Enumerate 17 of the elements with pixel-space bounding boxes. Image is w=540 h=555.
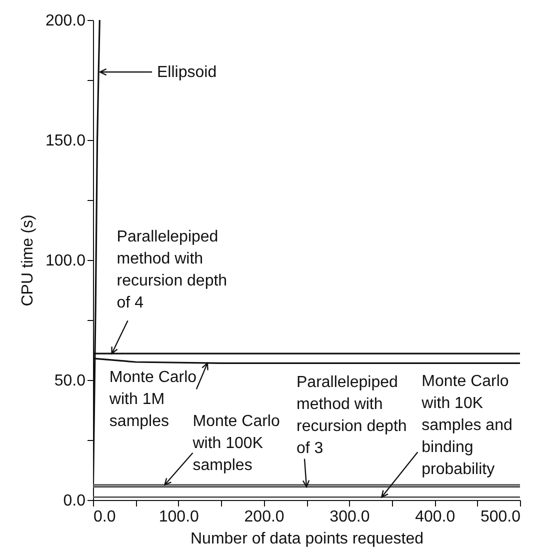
x-tick-label: 100.0	[158, 508, 200, 526]
y-tick-label: 0.0	[63, 492, 86, 510]
y-axis-title: CPU time (s)	[19, 214, 36, 306]
x-axis-title: Number of data points requested	[190, 530, 424, 548]
x-tick-label: 200.0	[244, 508, 284, 526]
annotation: Monte Carlo with 10K samples and binding probability	[420, 373, 512, 478]
x-tick-label: 300.0	[330, 508, 370, 526]
annotation: Ellipsoid	[157, 64, 217, 81]
y-tick-label: 150.0	[45, 132, 86, 150]
x-tick-label: 400.0	[415, 508, 456, 526]
annotation: Parallelepiped method with recursion depth of 4	[116, 228, 228, 312]
x-tick-label: 500.0	[480, 508, 521, 526]
y-tick-label: 100.0	[45, 252, 86, 270]
annotation: Parallelepiped method with recursion depth of 3	[296, 374, 407, 457]
x-tick-label: 0.0	[94, 508, 116, 526]
y-tick-label: 200.0	[45, 12, 86, 30]
y-tick-label: 50.0	[54, 372, 86, 390]
